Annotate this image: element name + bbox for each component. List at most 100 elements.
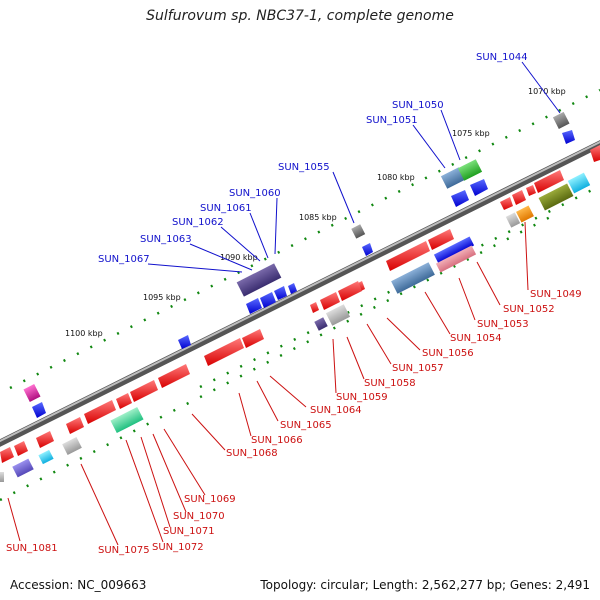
gene-orange[interactable] bbox=[516, 205, 534, 223]
gene-red[interactable] bbox=[534, 170, 564, 193]
gene-label-sun-1063[interactable]: SUN_1063 bbox=[140, 234, 192, 245]
gene-fwd[interactable] bbox=[470, 179, 488, 196]
gene-label-sun-1067[interactable]: SUN_1067 bbox=[98, 254, 150, 265]
gene-label-sun-1056[interactable]: SUN_1056 bbox=[422, 348, 474, 359]
gene-label-sun-1051[interactable]: SUN_1051 bbox=[366, 115, 418, 126]
gene-olive[interactable] bbox=[538, 183, 574, 211]
gene-cyan[interactable] bbox=[38, 449, 54, 465]
backbone-genes-top bbox=[66, 170, 564, 434]
gene-red[interactable] bbox=[242, 329, 264, 348]
reverse-leader-lines bbox=[7, 221, 529, 546]
kbp-tick-label: 1085 kbp bbox=[299, 213, 337, 222]
gene-red[interactable] bbox=[0, 447, 14, 463]
gene-red[interactable] bbox=[14, 441, 28, 456]
gene-label-sun-1061[interactable]: SUN_1061 bbox=[200, 203, 252, 214]
gene-fwd[interactable] bbox=[451, 190, 469, 207]
gene-label-sun-1072[interactable]: SUN_1072 bbox=[152, 542, 204, 553]
reverse-strand-genes bbox=[0, 172, 591, 482]
gene-fwd[interactable] bbox=[362, 243, 373, 256]
gene-label-sun-1060[interactable]: SUN_1060 bbox=[229, 188, 281, 199]
gene-label-sun-1064[interactable]: SUN_1064 bbox=[310, 405, 362, 416]
gene-violet[interactable] bbox=[12, 458, 34, 478]
gene-label-sun-1065[interactable]: SUN_1065 bbox=[280, 420, 332, 431]
gene-label-sun-1050[interactable]: SUN_1050 bbox=[392, 100, 444, 111]
gene-label-sun-1069[interactable]: SUN_1069 bbox=[184, 494, 236, 505]
forward-strand-genes bbox=[23, 111, 600, 418]
gene-fwd[interactable] bbox=[32, 402, 46, 418]
gene-sun-1052[interactable] bbox=[435, 245, 477, 273]
gene-label-sun-1044[interactable]: SUN_1044 bbox=[476, 52, 528, 63]
inner-scale-line-bottom bbox=[0, 210, 561, 502]
gene-label-sun-1055[interactable]: SUN_1055 bbox=[278, 162, 330, 173]
kbp-tick-label: 1075 kbp bbox=[452, 129, 490, 138]
gene-label-sun-1059[interactable]: SUN_1059 bbox=[336, 392, 388, 403]
gene-red[interactable] bbox=[116, 393, 132, 409]
topology-text: Topology: circular; Length: 2,562,277 bp… bbox=[260, 578, 590, 592]
gene-sun-1045[interactable] bbox=[562, 130, 575, 144]
gene-label-sun-1062[interactable]: SUN_1062 bbox=[172, 217, 224, 228]
gene-red[interactable] bbox=[158, 364, 190, 388]
gene-label-sun-1058[interactable]: SUN_1058 bbox=[364, 378, 416, 389]
gene-sun-1064[interactable] bbox=[314, 317, 328, 331]
forward-gene-labels: SUN_1044 SUN_1050 SUN_1051 SUN_1055 SUN_… bbox=[98, 52, 528, 265]
gene-label-sun-1071[interactable]: SUN_1071 bbox=[163, 526, 215, 537]
gene-red[interactable] bbox=[204, 338, 244, 366]
gene-label-sun-1054[interactable]: SUN_1054 bbox=[450, 333, 502, 344]
gene-fwd[interactable] bbox=[274, 286, 287, 300]
gene-sun-1055[interactable] bbox=[351, 224, 366, 239]
gene-fwd[interactable] bbox=[288, 283, 297, 294]
gene-sun-1071[interactable] bbox=[110, 406, 144, 434]
gene-red[interactable] bbox=[66, 417, 84, 434]
gene-label-sun-1070[interactable]: SUN_1070 bbox=[173, 511, 225, 522]
kbp-tick-labels: 1070 kbp 1075 kbp 1080 kbp 1085 kbp 1090… bbox=[65, 87, 566, 338]
gene-sun-1061[interactable] bbox=[236, 263, 282, 297]
gene-red[interactable] bbox=[84, 400, 116, 424]
gene-label-sun-1052[interactable]: SUN_1052 bbox=[503, 304, 555, 315]
gene-cyan[interactable] bbox=[567, 172, 591, 194]
gene-sun-1044[interactable] bbox=[552, 111, 570, 129]
genome-title: Sulfurovum sp. NBC37-1, complete genome bbox=[146, 8, 454, 24]
kbp-tick-label: 1100 kbp bbox=[65, 329, 103, 338]
gene-label-sun-1049[interactable]: SUN_1049 bbox=[530, 289, 582, 300]
kbp-tick-label: 1070 kbp bbox=[528, 87, 566, 96]
gene-sun-1053[interactable] bbox=[433, 236, 475, 264]
gene-red[interactable] bbox=[36, 431, 54, 448]
reverse-gene-labels: SUN_1049 SUN_1052 SUN_1053 SUN_1054 SUN_… bbox=[6, 289, 582, 556]
gene-gray[interactable] bbox=[0, 472, 4, 482]
gene-red[interactable] bbox=[526, 185, 536, 196]
kbp-tick-label: 1080 kbp bbox=[377, 173, 415, 182]
gene-red[interactable] bbox=[310, 302, 319, 313]
gene-fwd[interactable] bbox=[590, 145, 600, 162]
gene-label-sun-1066[interactable]: SUN_1066 bbox=[251, 435, 303, 446]
gene-label-sun-1057[interactable]: SUN_1057 bbox=[392, 363, 444, 374]
gene-red[interactable] bbox=[428, 229, 454, 250]
gene-fwd[interactable] bbox=[260, 292, 276, 308]
kbp-scale-line bbox=[9, 88, 600, 390]
gene-label-sun-1068[interactable]: SUN_1068 bbox=[226, 448, 278, 459]
gene-fwd[interactable] bbox=[246, 298, 262, 314]
accession-text: Accession: NC_009663 bbox=[10, 578, 147, 592]
gene-red[interactable] bbox=[130, 380, 158, 402]
forward-leader-lines bbox=[147, 61, 561, 273]
gene-sun-1051[interactable] bbox=[440, 167, 466, 189]
gene-red[interactable] bbox=[320, 292, 340, 310]
gene-red[interactable] bbox=[338, 281, 362, 301]
gene-red[interactable] bbox=[500, 197, 513, 210]
gene-label-sun-1053[interactable]: SUN_1053 bbox=[477, 319, 529, 330]
kbp-tick-label: 1090 kbp bbox=[220, 253, 258, 262]
gene-sun-1050[interactable] bbox=[457, 159, 483, 181]
gene-red[interactable] bbox=[512, 190, 526, 205]
gene-label-sun-1081[interactable]: SUN_1081 bbox=[6, 543, 58, 554]
gene-sun-1056[interactable] bbox=[391, 262, 435, 294]
gene-sun-1059[interactable] bbox=[325, 304, 351, 326]
gene-red[interactable] bbox=[386, 241, 430, 271]
gene-sun-1075[interactable] bbox=[62, 437, 82, 455]
kbp-tick-label: 1095 kbp bbox=[143, 293, 181, 302]
gene-sun-1067[interactable] bbox=[178, 335, 191, 349]
gene-gray[interactable] bbox=[505, 212, 521, 228]
genome-backbone bbox=[0, 140, 600, 447]
gene-label-sun-1075[interactable]: SUN_1075 bbox=[98, 545, 150, 556]
gene-magenta[interactable] bbox=[23, 384, 41, 402]
